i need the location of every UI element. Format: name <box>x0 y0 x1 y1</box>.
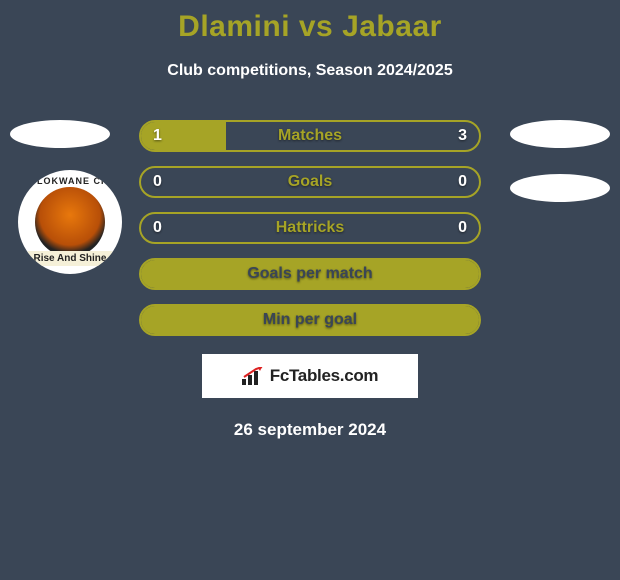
stat-bar-hattricks: 00Hattricks <box>139 212 481 244</box>
badge-emblem <box>35 187 105 257</box>
fctables-logo-text: FcTables.com <box>270 366 379 386</box>
stat-label: Goals <box>141 173 479 191</box>
badge-arc-text: POLOKWANE CITY <box>20 176 120 186</box>
stat-label: Matches <box>141 127 479 145</box>
stat-bar-matches: 13Matches <box>139 120 481 152</box>
right-team-placeholder-1 <box>510 120 610 148</box>
fctables-logo-icon <box>242 367 264 385</box>
page-title: Dlamini vs Jabaar <box>0 0 620 44</box>
stat-bar-goals-per-match: Goals per match <box>139 258 481 290</box>
left-team-placeholder-1 <box>10 120 110 148</box>
comparison-content: POLOKWANE CITY Rise And Shine 13Matches 0… <box>0 120 620 440</box>
left-team-badge: POLOKWANE CITY Rise And Shine <box>18 170 122 274</box>
right-team-placeholder-2 <box>510 174 610 202</box>
stat-bar-min-per-goal: Min per goal <box>139 304 481 336</box>
fctables-logo[interactable]: FcTables.com <box>202 354 418 398</box>
stat-bar-goals: 00Goals <box>139 166 481 198</box>
stat-label: Hattricks <box>141 219 479 237</box>
subtitle: Club competitions, Season 2024/2025 <box>0 62 620 80</box>
stat-bars: 13Matches 00Goals 00Hattricks Goals per mat… <box>139 120 481 336</box>
date-line: 26 september 2024 <box>0 420 620 440</box>
stat-label: Min per goal <box>141 311 479 329</box>
stat-label: Goals per match <box>141 265 479 283</box>
badge-banner-text: Rise And Shine <box>26 251 114 266</box>
